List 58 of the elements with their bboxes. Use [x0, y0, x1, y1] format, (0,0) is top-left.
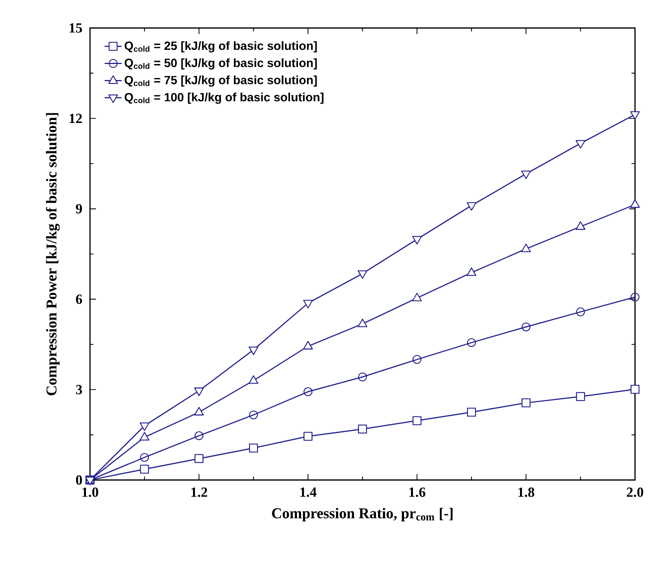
- y-tick-label: 0: [76, 475, 82, 485]
- point: [140, 464, 149, 474]
- point: [412, 292, 422, 302]
- point: [249, 410, 258, 420]
- point: [303, 340, 313, 350]
- point: [522, 398, 530, 408]
- point: [576, 140, 586, 149]
- x-tick-label: 1.0: [82, 488, 98, 497]
- x-axis-title: Compression Ratio, pr$_{com}$ [-]: [272, 508, 453, 522]
- point: [248, 346, 258, 356]
- point: [194, 406, 204, 416]
- point: [304, 387, 312, 396]
- point: [248, 375, 258, 384]
- point: [466, 202, 476, 211]
- legend-label: Q$_{cold}$ = 75 [kJ/kg of basic solution]: [124, 76, 317, 87]
- point: [140, 452, 149, 462]
- point: [412, 355, 422, 364]
- legend-label: Q$_{cold}$ = 25 [kJ/kg of basic solution]: [124, 41, 317, 52]
- point: [358, 372, 367, 382]
- point: [358, 270, 368, 279]
- point: [521, 170, 531, 180]
- point: [576, 221, 586, 230]
- point: [522, 322, 530, 332]
- point: [249, 444, 258, 453]
- y-tick-label: 9: [76, 204, 82, 214]
- point: [140, 432, 150, 440]
- point: [412, 236, 422, 244]
- point: [521, 244, 531, 252]
- point: [467, 408, 476, 417]
- point: [194, 431, 204, 440]
- point: [194, 388, 204, 396]
- y-tick-label: 3: [76, 384, 82, 394]
- y-axis-title: Compression Power [kJ/kg of basic solution]: [46, 113, 60, 396]
- point: [140, 422, 150, 432]
- point: [303, 300, 313, 308]
- point: [576, 307, 585, 316]
- point: [467, 338, 476, 348]
- point: [630, 111, 640, 120]
- x-tick-label: 1.6: [409, 488, 426, 497]
- point: [358, 318, 368, 328]
- x-tick-label: 1.2: [191, 488, 208, 497]
- y-tick-label: 6: [76, 294, 82, 304]
- legend-label: Q$_{cold}$ = 100 [kJ/kg of basic solution]: [124, 92, 324, 104]
- y-tick-label: 15: [70, 23, 82, 33]
- point: [630, 292, 640, 302]
- point: [358, 424, 367, 434]
- x-tick-label: 2.0: [626, 488, 644, 497]
- point: [194, 454, 204, 464]
- point: [304, 432, 312, 441]
- y-tick-label: 12: [70, 114, 82, 124]
- point: [466, 267, 476, 276]
- legend-label: Q$_{cold}$ = 50 [kJ/kg of basic solution]: [124, 58, 317, 70]
- point: [412, 416, 422, 426]
- point: [630, 384, 640, 394]
- x-tick-label: 1.4: [300, 488, 316, 497]
- point: [630, 199, 640, 208]
- x-tick-label: 1.8: [518, 488, 534, 497]
- point: [576, 392, 585, 401]
